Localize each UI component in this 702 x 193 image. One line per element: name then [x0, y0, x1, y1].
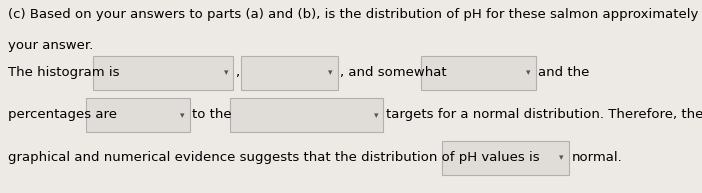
- Text: ▾: ▾: [180, 111, 185, 120]
- FancyBboxPatch shape: [421, 56, 536, 90]
- FancyBboxPatch shape: [241, 56, 338, 90]
- Text: ▾: ▾: [329, 68, 333, 77]
- Text: targets for a normal distribution. Therefore, the: targets for a normal distribution. There…: [386, 108, 702, 121]
- Text: ▾: ▾: [374, 111, 378, 120]
- FancyBboxPatch shape: [442, 141, 569, 175]
- FancyBboxPatch shape: [93, 56, 233, 90]
- Text: your answer.: your answer.: [8, 39, 93, 52]
- FancyBboxPatch shape: [230, 98, 383, 132]
- Text: percentages are: percentages are: [8, 108, 117, 121]
- Text: ▾: ▾: [224, 68, 228, 77]
- Text: ▾: ▾: [559, 153, 564, 162]
- Text: (c) Based on your answers to parts (a) and (b), is the distribution of pH for th: (c) Based on your answers to parts (a) a…: [8, 8, 702, 21]
- Text: and the: and the: [538, 66, 590, 79]
- Text: ,: ,: [235, 66, 239, 79]
- FancyBboxPatch shape: [86, 98, 190, 132]
- Text: normal.: normal.: [572, 151, 623, 164]
- Text: The histogram is: The histogram is: [8, 66, 120, 79]
- Text: graphical and numerical evidence suggests that the distribution of pH values is: graphical and numerical evidence suggest…: [8, 151, 540, 164]
- Text: ▾: ▾: [526, 68, 531, 77]
- Text: to the: to the: [192, 108, 232, 121]
- Text: , and somewhat: , and somewhat: [340, 66, 446, 79]
